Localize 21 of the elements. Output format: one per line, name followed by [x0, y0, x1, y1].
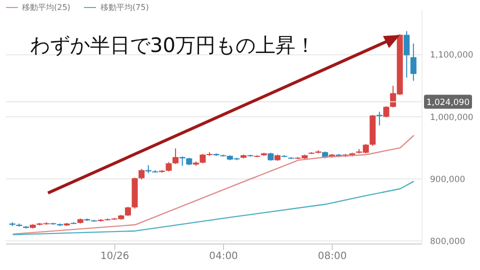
text: わずか半日で30万円もの上昇！: [30, 32, 316, 59]
x-tick-label: 10/26: [100, 251, 130, 262]
line-series: [12, 180, 414, 236]
x-tick-label: 08:00: [318, 251, 347, 262]
candlestick: [404, 30, 410, 78]
legend-label: 移動平均(25): [21, 2, 70, 13]
candlestick: [410, 43, 416, 82]
ref-line-label: 1,024,090: [426, 98, 470, 108]
y-tick-label: 800,000: [430, 236, 466, 247]
legend-label: 移動平均(75): [99, 2, 149, 13]
candlestick: [383, 106, 390, 118]
candlestick: [172, 148, 179, 164]
y-tick-label: 1,000,000: [430, 112, 474, 123]
candlestick: [138, 168, 145, 180]
line-series: [12, 134, 414, 235]
y-tick-label: 1,100,000: [430, 50, 474, 61]
y-tick-label: 900,000: [430, 174, 466, 185]
candlestick: [179, 156, 186, 166]
candlestick: [166, 162, 172, 172]
x-tick-label: 04:00: [209, 251, 238, 262]
candlestick: [124, 206, 131, 217]
